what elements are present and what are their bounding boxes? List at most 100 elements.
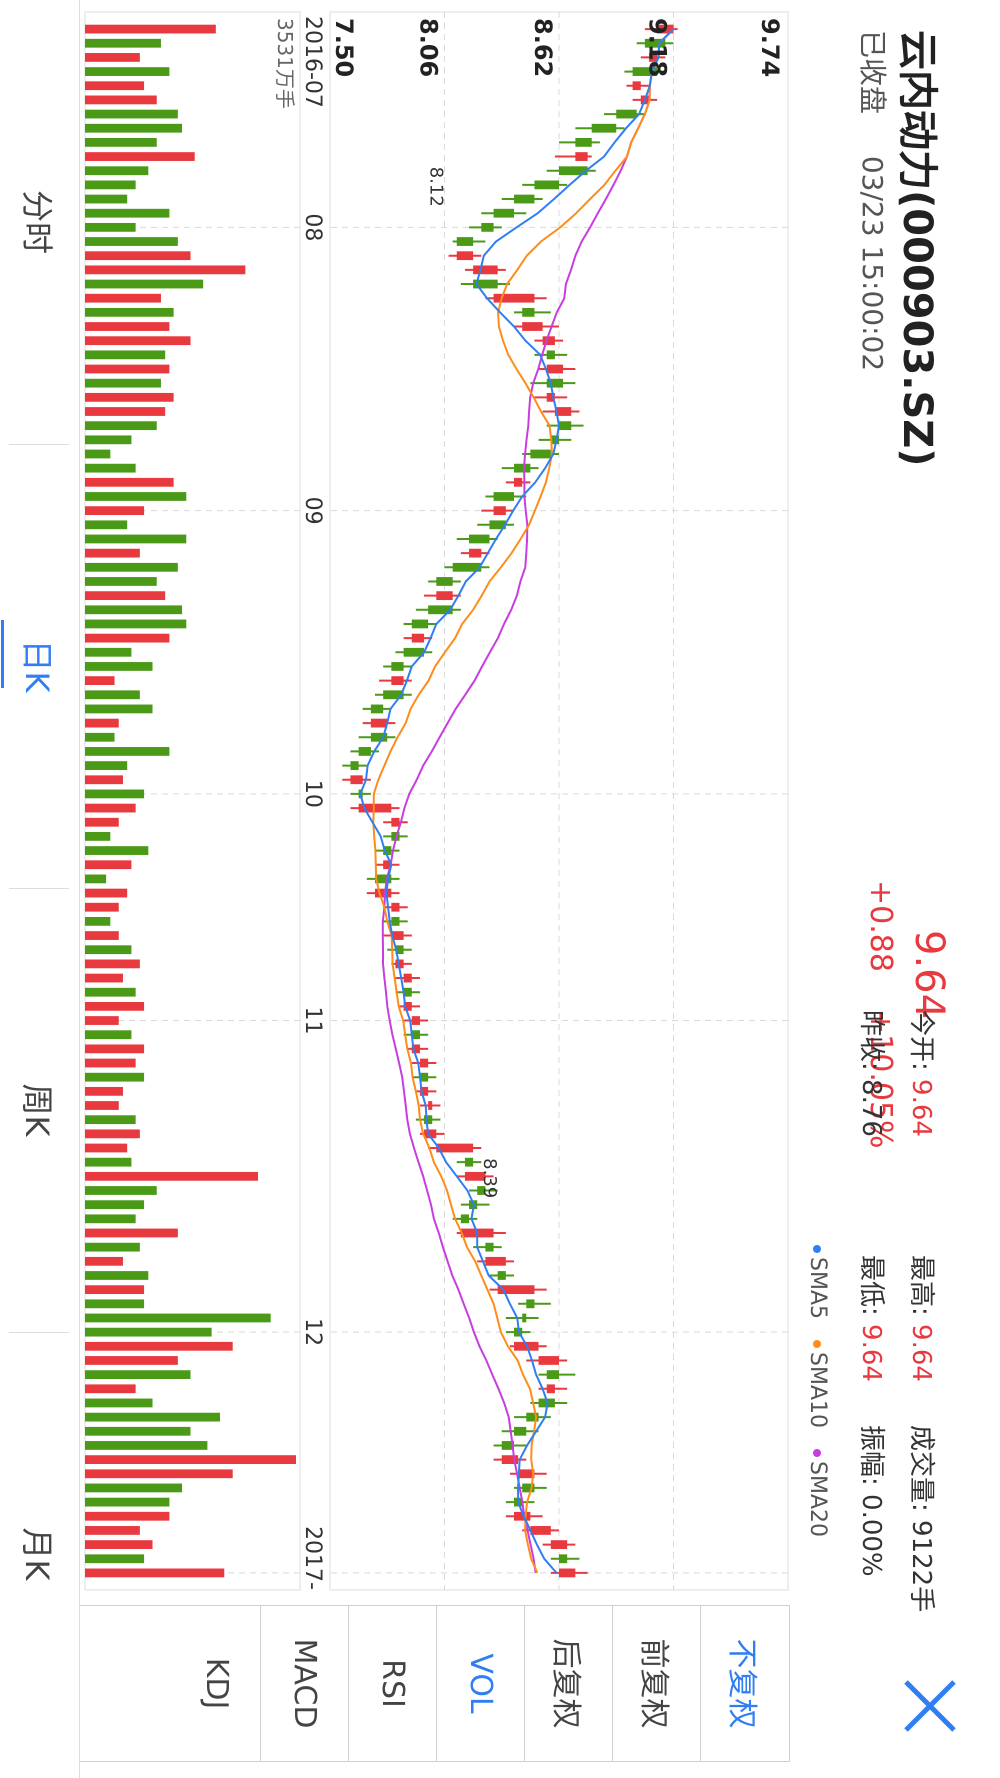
x-axis-label: 11 [300,1007,325,1035]
y-axis-label: 8.62 [529,18,557,77]
volume-bar [85,67,170,76]
sma5-label: SMA5 [805,1257,830,1319]
candle-body [591,123,617,133]
amplitude-value: 0.00% [856,1494,886,1577]
volume-bar [85,817,119,827]
grid-layer [84,11,789,1591]
volume-bar [84,973,123,983]
volume-bar [84,959,140,969]
volume-bar [84,1412,221,1422]
volume-bar [84,548,140,558]
tab-weekly-k[interactable]: 周K [18,1083,56,1137]
low-stat: 最低: 9.64 [855,1255,892,1382]
volume-bar [85,605,183,615]
volume-bar [85,1214,136,1224]
volume-bar [84,265,246,275]
backward-adjust-button[interactable]: 后复权 [524,1606,613,1761]
candle-body [477,1186,486,1195]
volume-bar [84,407,166,416]
volume-bar [85,987,136,997]
volume-bar [84,307,174,317]
candle-body [370,718,388,728]
volume-bar [84,1030,132,1040]
prev-close-value: 8.76 [856,1079,886,1137]
volume-bar [84,152,195,161]
price-change: +0.88 [863,880,898,972]
candle-body [485,1242,494,1252]
volume-bar [84,860,132,870]
volume-bar [85,1072,145,1082]
x-axis-label: 08 [300,213,325,241]
y-axis-label: 9.18 [644,18,672,77]
volume-bar [84,1271,149,1280]
volume-bar [85,1171,259,1181]
kdj-indicator-button[interactable]: KDJ [199,1657,235,1710]
candle-body [411,1016,420,1025]
candle-body [526,1299,535,1309]
volume-bar [85,704,153,714]
tab-daily-k[interactable]: 日K [18,639,56,693]
price-annotation: 8.39 [479,1158,500,1198]
volume-bar [85,293,161,303]
volume-bar [85,1497,170,1507]
volume-value: 9122手 [906,1520,936,1613]
candle-body [391,676,404,685]
volume-bar [85,1115,136,1125]
rsi-indicator-button[interactable]: RSI [348,1606,437,1761]
volume-bar [85,336,191,346]
volume-bar [85,902,119,912]
x-axis-label: 12 [300,1318,325,1346]
volume-bar [84,591,166,601]
volume-bar [85,1469,233,1479]
candle-body [546,350,555,360]
volume-bar [85,463,136,473]
candle-body [391,817,400,827]
macd-indicator-button[interactable]: MACD [260,1606,349,1761]
volume-bar [85,662,153,671]
candle-body [493,506,506,516]
volume-bar [85,123,183,133]
volume-bar [84,1157,132,1167]
candle-body [411,619,429,629]
candle-body [550,1540,568,1549]
candle-body [460,1214,470,1224]
candle-body [436,577,453,586]
x-axis-label: 2017- [300,1526,325,1590]
volume-label: 成交量: [906,1425,936,1512]
candle-body [411,633,425,643]
candle-body [436,1143,474,1153]
candle-body [522,1313,527,1323]
volume-bar [84,676,115,685]
volume-bar [85,194,128,204]
y-axis-label: 8.06 [415,18,443,77]
x-axis-label: 2016-07 [300,16,325,108]
candle-body [501,1441,515,1450]
candle-body [530,449,551,459]
volume-bar [84,435,132,445]
candle-body [464,1171,486,1181]
forward-adjust-button[interactable]: 前复权 [612,1606,701,1761]
volume-bar [85,1370,191,1380]
candle-body [522,307,535,317]
tab-monthly-k[interactable]: 月K [18,1527,56,1581]
candle-body [473,265,498,275]
vol-indicator-button[interactable]: VOL [436,1606,525,1761]
candle-body [518,1469,535,1479]
close-icon-stroke-2 [904,1680,956,1732]
volume-bar [84,1242,140,1252]
volume-bar [85,208,170,218]
volume-panel-frame [84,11,301,1591]
candle-body [428,605,453,615]
volume-bar [85,718,119,728]
candle-body [456,237,474,246]
volume-bar [85,1285,145,1295]
candle-body [554,407,572,416]
open-value: 9.64 [906,1079,936,1137]
close-icon[interactable] [900,1676,960,1736]
tab-intraday[interactable]: 分时 [18,189,56,254]
no-adjust-button[interactable]: 不复权 [700,1606,789,1761]
candle-body [632,81,641,91]
market-status-line: 已收盘 03/23 15:00:02 [854,30,894,371]
adjustment-panel: 不复权 前复权 后复权 VOL RSI MACD KDJ [78,1605,790,1762]
